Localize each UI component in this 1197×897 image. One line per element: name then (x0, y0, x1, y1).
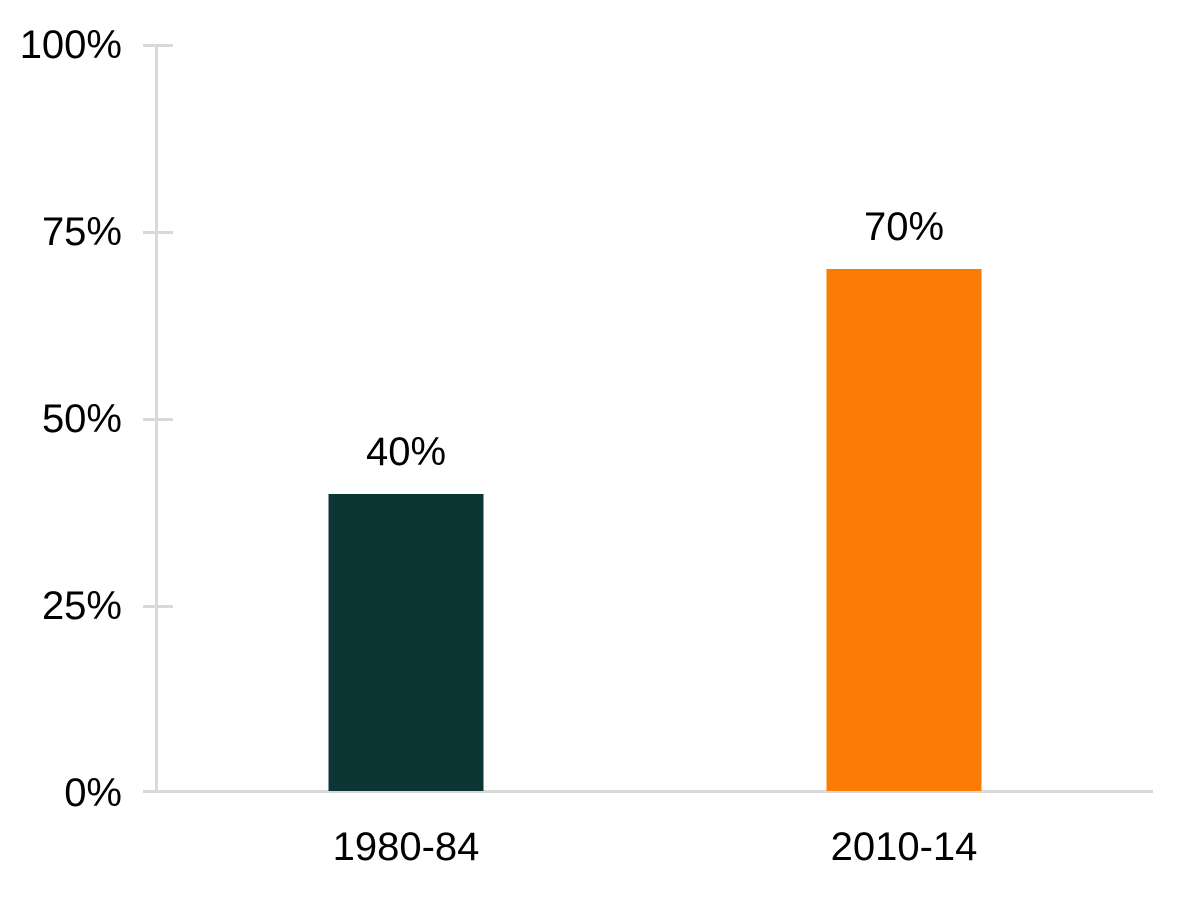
x-category-label: 2010-14 (830, 825, 978, 869)
bar (328, 494, 484, 791)
y-tick-label: 75% (41, 210, 122, 254)
bar-value-label: 40% (365, 430, 447, 474)
y-axis-line (155, 45, 158, 791)
bar-value-label: 70% (863, 205, 945, 249)
x-axis-line (143, 790, 1153, 793)
y-tick-label: 100% (19, 23, 122, 67)
y-tick-label: 25% (41, 584, 122, 628)
y-axis-tick-mark (143, 418, 173, 421)
bar (826, 269, 982, 791)
y-axis-tick-mark (143, 44, 173, 47)
y-axis-tick-mark (143, 605, 173, 608)
y-axis-tick-mark (143, 231, 173, 234)
y-tick-label: 50% (41, 397, 122, 441)
y-tick-label: 0% (64, 771, 122, 815)
x-category-label: 1980-84 (332, 825, 480, 869)
